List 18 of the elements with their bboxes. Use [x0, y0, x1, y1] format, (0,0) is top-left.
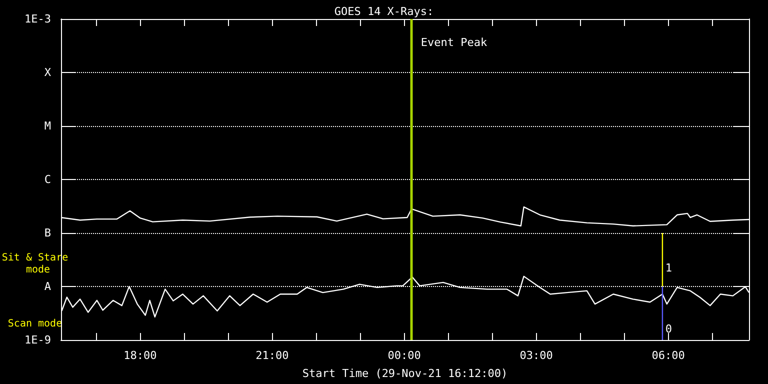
annotation: Scan mode: [8, 318, 62, 330]
y-tick-label: 1E-9: [24, 334, 51, 346]
x-tick-label: 03:00: [520, 349, 553, 362]
x-tick-label: 00:00: [388, 349, 421, 362]
y-tick-label: C: [44, 173, 51, 186]
annotation: 1: [665, 262, 672, 275]
y-tick-label: A: [44, 280, 52, 293]
y-tick-label: 1E-3: [24, 12, 51, 26]
x-tick-label: 21:00: [256, 349, 289, 362]
x-axis-title: Start Time (29-Nov-21 16:12:00): [302, 367, 508, 380]
y-tick-label: B: [44, 226, 52, 240]
chart-title: GOES 14 X-Rays:: [334, 5, 434, 18]
x-tick-label: 18:00: [124, 349, 157, 362]
ref-line-label: Event Peak: [420, 36, 488, 49]
y-tick-label: X: [44, 66, 52, 79]
annotation: 0: [665, 322, 672, 336]
y-tick-label: M: [44, 120, 52, 132]
x-tick-label: 06:00: [652, 349, 685, 362]
